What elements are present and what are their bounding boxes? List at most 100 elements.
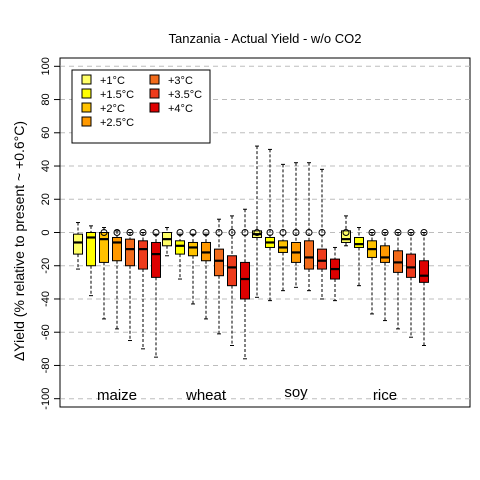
outlier-point <box>113 229 121 236</box>
chart-title: Tanzania - Actual Yield - w/o CO2 <box>169 31 362 46</box>
box-body <box>151 241 161 278</box>
box-body <box>99 232 109 263</box>
outlier-point <box>215 229 223 236</box>
box-wheat-0 <box>162 227 172 257</box>
outlier-point <box>241 229 249 236</box>
outlier-point <box>152 229 160 236</box>
box-maize-3 <box>112 229 122 330</box>
box-body <box>138 240 148 270</box>
box-maize-4 <box>125 229 135 342</box>
box-soy-6 <box>330 246 340 302</box>
box-body <box>380 245 390 263</box>
y-tick-label: -100 <box>40 388 52 410</box>
box-body <box>240 261 250 300</box>
y-tick-label: 0 <box>40 229 52 235</box>
y-tick-label: 60 <box>40 127 52 139</box>
box-maize-2 <box>99 227 109 320</box>
box-rice-5 <box>406 229 416 338</box>
box-wheat-5 <box>227 215 237 347</box>
legend-swatch <box>149 88 160 99</box>
box-soy-1 <box>265 148 275 302</box>
legend-item: +2.5°C <box>81 116 134 129</box>
y-axis: -100 -80 -60 -40 -20 0 20 40 60 80 100 <box>40 57 61 410</box>
legend-swatch <box>81 74 92 85</box>
y-tick-label: 20 <box>40 193 52 205</box>
box-body <box>354 236 364 248</box>
legend-item: +3.5°C <box>149 88 202 101</box>
box-body <box>304 240 314 270</box>
box-body <box>341 230 351 243</box>
outlier-point <box>420 229 428 236</box>
box-rice-4 <box>393 229 403 330</box>
box-soy-2 <box>278 163 288 292</box>
box-body <box>112 236 122 262</box>
outlier-point <box>381 229 389 236</box>
box-wheat-1 <box>175 229 185 280</box>
outlier-point <box>100 229 108 236</box>
y-tick-label: -40 <box>40 291 52 307</box>
outlier-point <box>126 229 134 236</box>
legend-swatch <box>81 102 92 113</box>
box-soy-3 <box>291 162 301 288</box>
box-rice-0 <box>341 215 351 247</box>
legend-swatch <box>149 74 160 85</box>
box-wheat-3 <box>201 229 211 320</box>
y-tick-label: 40 <box>40 160 52 172</box>
legend-item: +1.5°C <box>81 88 134 101</box>
crop-label-maize: maize <box>97 387 137 404</box>
legend-label: +4°C <box>168 103 193 115</box>
outlier-point <box>253 229 261 236</box>
legend-label: +2.5°C <box>100 117 134 129</box>
outlier-point <box>342 229 350 236</box>
box-rice-6 <box>419 229 429 347</box>
outlier-point <box>139 229 147 236</box>
box-body <box>227 255 237 287</box>
box-maize-1 <box>86 225 96 297</box>
outlier-point <box>266 229 274 236</box>
box-rice-2 <box>367 229 377 315</box>
legend-swatch <box>149 102 160 113</box>
outlier-point <box>394 229 402 236</box>
y-tick-label: 100 <box>40 57 52 75</box>
legend-label: +1°C <box>100 75 125 87</box>
box-soy-4 <box>304 162 314 292</box>
box-body <box>214 248 224 277</box>
box-rice-3 <box>380 229 390 322</box>
crop-label-soy: soy <box>284 384 308 401</box>
box-wheat-2 <box>188 229 198 305</box>
outlier-point <box>202 229 210 236</box>
legend-item: +4°C <box>149 102 193 115</box>
box-body <box>317 248 327 270</box>
y-tick-label: 80 <box>40 93 52 105</box>
box-body <box>188 241 198 257</box>
legend-item: +3°C <box>149 74 193 87</box>
outlier-point <box>279 229 287 236</box>
box-body <box>125 238 135 267</box>
outlier-point <box>368 229 376 236</box>
box-body <box>406 253 416 278</box>
legend: +1°C +1.5°C +2°C +2.5°C +3°C +3.5°C +4°C <box>71 69 211 144</box>
legend-label: +3.5°C <box>168 89 202 101</box>
box-wheat-4 <box>214 218 224 335</box>
box-body <box>419 260 429 283</box>
legend-item: +2°C <box>81 102 125 115</box>
box-layer <box>73 145 429 360</box>
legend-frame <box>71 69 211 144</box>
box-body <box>175 240 185 255</box>
legend-label: +3°C <box>168 75 193 87</box>
box-rice-1 <box>354 227 364 287</box>
outlier-point <box>189 229 197 236</box>
box-maize-6 <box>151 229 161 358</box>
outlier-point <box>292 229 300 236</box>
box-maize-0 <box>73 222 83 270</box>
crop-label-wheat: wheat <box>185 387 227 404</box>
legend-label: +2°C <box>100 103 125 115</box>
legend-swatch <box>81 88 92 99</box>
y-tick-label: -80 <box>40 357 52 373</box>
outlier-point <box>176 229 184 236</box>
outlier-point <box>228 229 236 236</box>
outlier-point <box>407 229 415 236</box>
box-body <box>73 233 83 255</box>
legend-swatch <box>81 116 92 127</box>
